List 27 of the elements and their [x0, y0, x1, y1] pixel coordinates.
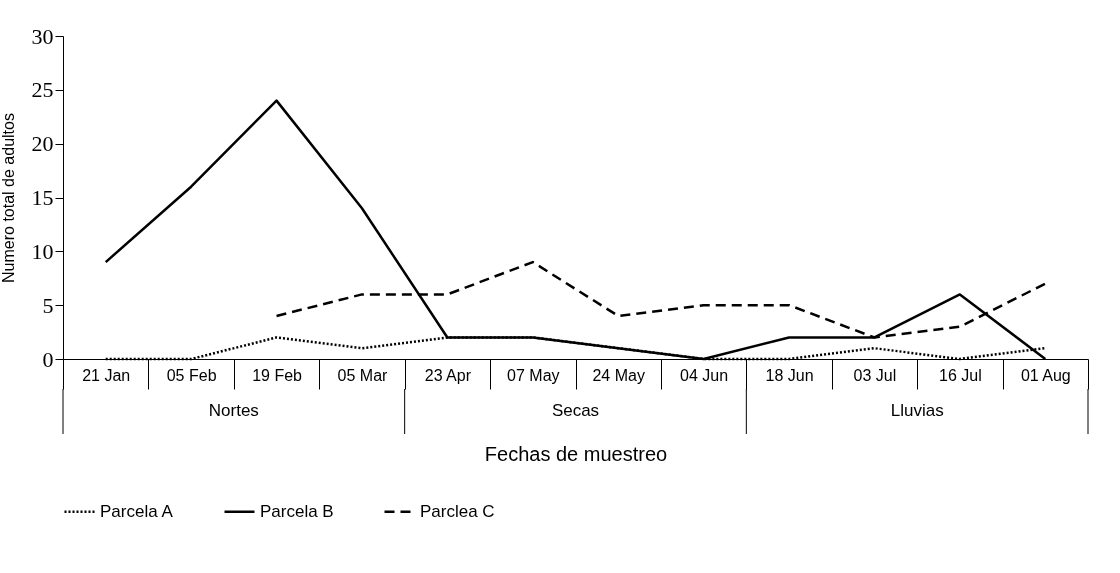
x-tick-label: 05 Mar: [337, 366, 389, 384]
text: Lluvias: [890, 401, 944, 420]
y-tick-label: 20: [31, 131, 54, 157]
legend-label: Parclea C: [420, 501, 495, 521]
x-tick-label: 05 Feb: [166, 366, 217, 384]
x-tick-label: 04 Jun: [680, 366, 729, 384]
x-tick-label: 23 Apr: [424, 366, 472, 384]
x-tick-label: 24 May: [592, 366, 645, 384]
y-tick-label: 15: [31, 185, 54, 210]
x-tick-label: 19 Feb: [252, 366, 303, 384]
text: Nortes: [208, 401, 259, 420]
x-tick-label: 21 Jan: [82, 366, 131, 384]
x-tick-label: 03 Jul: [853, 366, 897, 384]
y-tick-label: 30: [31, 23, 54, 49]
y-tick-label: 0: [42, 346, 54, 372]
legend-label: Parcela B: [260, 501, 334, 521]
text: Secas: [551, 401, 600, 420]
x-tick-label: 16 Jul: [939, 366, 982, 384]
y-tick-label: 5: [42, 292, 54, 318]
x-tick-label: 18 Jun: [765, 366, 814, 384]
x-tick-label: 01 Aug: [1020, 366, 1071, 384]
legend-label: Parcela A: [100, 501, 174, 521]
y-tick-label: 25: [31, 77, 54, 103]
x-axis-title: Fechas de muestreo: [484, 443, 668, 465]
y-tick-label: 10: [31, 238, 54, 264]
y-axis-title: Numero total de adultos: [0, 113, 17, 283]
x-tick-label: 07 May: [507, 366, 560, 384]
